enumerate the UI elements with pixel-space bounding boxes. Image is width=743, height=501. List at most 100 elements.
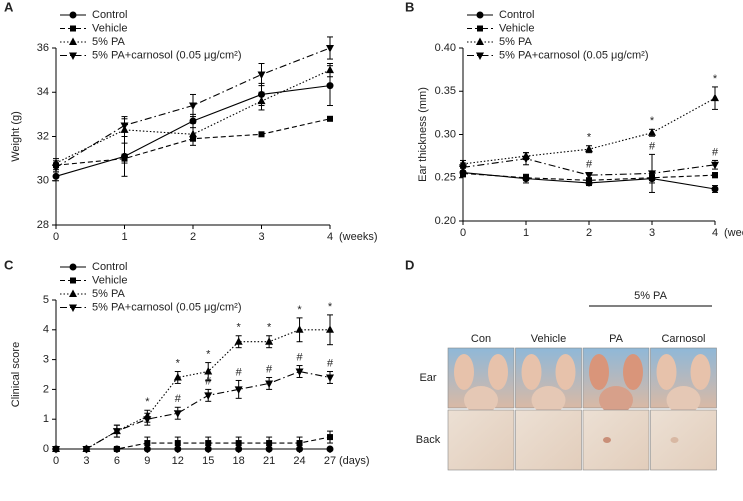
marker bbox=[189, 129, 197, 138]
x-tick-label: 3 bbox=[83, 455, 89, 467]
marker bbox=[523, 174, 529, 181]
significance-mark: * bbox=[328, 301, 333, 313]
y-tick-label: 30 bbox=[37, 175, 49, 187]
marker bbox=[460, 170, 466, 177]
marker bbox=[648, 128, 656, 136]
marker bbox=[326, 374, 334, 382]
marker bbox=[52, 164, 60, 172]
x-tick-label: 21 bbox=[263, 455, 275, 467]
y-tick-label: 28 bbox=[37, 219, 49, 231]
significance-mark: * bbox=[587, 132, 592, 144]
marker bbox=[522, 155, 530, 164]
y-tick-label: 0.30 bbox=[435, 128, 456, 140]
y-axis-label: Weight (g) bbox=[10, 111, 22, 162]
series-line bbox=[56, 370, 331, 450]
marker bbox=[295, 325, 304, 333]
marker bbox=[144, 440, 151, 447]
legend-marker bbox=[69, 304, 77, 312]
marker bbox=[326, 65, 334, 74]
marker bbox=[143, 416, 152, 424]
x-axis-label: (weeks) bbox=[724, 227, 743, 239]
legend-marker bbox=[476, 52, 484, 60]
marker bbox=[459, 164, 467, 172]
panel-label: B bbox=[405, 0, 414, 14]
significance-mark: * bbox=[145, 396, 150, 408]
y-axis-label: Clinical score bbox=[10, 342, 22, 407]
photo bbox=[582, 409, 650, 471]
photo bbox=[650, 409, 717, 471]
y-tick-label: 32 bbox=[37, 130, 49, 142]
marker bbox=[82, 446, 91, 454]
marker bbox=[112, 428, 121, 436]
photo bbox=[515, 409, 582, 471]
x-tick-label: 0 bbox=[53, 231, 59, 243]
marker bbox=[711, 93, 719, 102]
legend-label: Control bbox=[92, 261, 127, 273]
y-tick-label: 0.35 bbox=[435, 85, 456, 97]
x-tick-label: 4 bbox=[712, 227, 718, 239]
y-tick-label: 0.25 bbox=[435, 172, 456, 184]
legend-marker bbox=[69, 263, 77, 271]
legend-marker bbox=[69, 52, 77, 60]
marker bbox=[257, 96, 266, 105]
marker bbox=[265, 380, 274, 388]
legend-marker bbox=[476, 37, 484, 45]
marker bbox=[52, 172, 60, 180]
marker bbox=[234, 386, 243, 394]
marker bbox=[204, 392, 213, 400]
y-tick-label: 5 bbox=[43, 294, 49, 306]
legend-label: 5% PA+carnosol (0.05 μg/cm²) bbox=[92, 49, 242, 61]
ear bbox=[589, 354, 609, 390]
ear bbox=[656, 354, 677, 390]
x-axis-label: (weeks) bbox=[339, 231, 378, 243]
lesion bbox=[670, 437, 679, 443]
y-tick-label: 2 bbox=[43, 383, 49, 395]
x-tick-label: 15 bbox=[202, 455, 214, 467]
x-tick-label: 1 bbox=[523, 227, 529, 239]
significance-mark: # bbox=[649, 140, 656, 152]
ear bbox=[454, 354, 474, 390]
head bbox=[666, 386, 701, 414]
y-tick-label: 36 bbox=[37, 42, 49, 54]
marker bbox=[712, 172, 718, 179]
marker bbox=[327, 115, 333, 122]
significance-mark: * bbox=[650, 115, 655, 127]
significance-mark: # bbox=[266, 363, 273, 375]
marker bbox=[174, 440, 181, 447]
marker bbox=[257, 71, 266, 80]
significance-mark: * bbox=[176, 357, 181, 369]
marker bbox=[711, 185, 719, 193]
marker bbox=[52, 158, 60, 167]
marker bbox=[234, 337, 243, 345]
ear bbox=[521, 354, 542, 390]
legend-label: 5% PA bbox=[499, 36, 532, 48]
marker bbox=[296, 440, 303, 447]
series-line bbox=[462, 172, 716, 181]
marker bbox=[121, 155, 128, 162]
ear bbox=[623, 354, 643, 390]
significance-mark: * bbox=[237, 322, 242, 334]
marker bbox=[52, 446, 60, 454]
legend-marker bbox=[69, 289, 77, 297]
marker bbox=[265, 337, 274, 345]
group-label: 5% PA bbox=[634, 290, 667, 302]
legend-label: Control bbox=[92, 9, 127, 21]
x-tick-label: 24 bbox=[293, 455, 305, 467]
significance-mark: # bbox=[175, 393, 182, 405]
column-label: PA bbox=[609, 333, 624, 345]
significance-mark: # bbox=[296, 351, 303, 363]
row-label: Back bbox=[416, 434, 441, 446]
marker bbox=[711, 161, 719, 170]
ear bbox=[555, 354, 576, 390]
marker bbox=[113, 446, 120, 452]
legend-label: 5% PA+carnosol (0.05 μg/cm²) bbox=[92, 301, 242, 313]
legend-label: Vehicle bbox=[92, 22, 127, 34]
marker bbox=[120, 122, 129, 130]
x-tick-label: 3 bbox=[649, 227, 655, 239]
marker bbox=[173, 410, 182, 418]
x-tick-label: 9 bbox=[144, 455, 150, 467]
y-tick-label: 4 bbox=[43, 324, 49, 336]
photo bbox=[447, 409, 515, 471]
x-tick-label: 6 bbox=[114, 455, 120, 467]
y-tick-label: 3 bbox=[43, 354, 49, 366]
